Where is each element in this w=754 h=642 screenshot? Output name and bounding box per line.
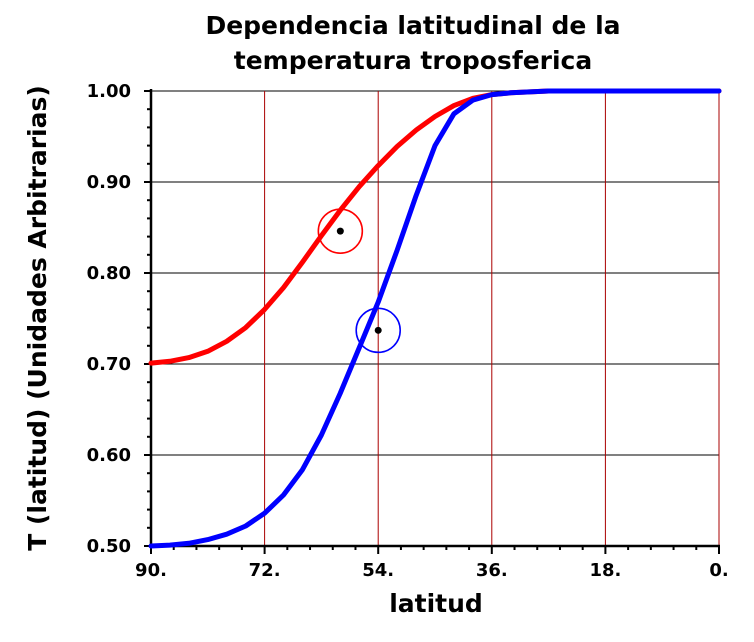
y-tick-label: 0.80 bbox=[87, 263, 131, 284]
series-line bbox=[148, 88, 722, 366]
marker-circle bbox=[317, 208, 364, 254]
series-group bbox=[148, 88, 722, 549]
y-tick-label: 0.90 bbox=[87, 172, 131, 193]
chart-title-line-2: temperatura troposferica bbox=[234, 46, 592, 75]
tick-labels: 0.50 0.60 0.70 0.80 0.90 1.00 90. 72. 54. 36. 18. 0… bbox=[87, 81, 729, 581]
x-tick-label: 54. bbox=[362, 560, 394, 581]
x-tick-label: 0. bbox=[709, 560, 728, 581]
x-tick-label: 36. bbox=[476, 560, 508, 581]
y-axis-label: T (latitud) (Unidades Arbitrarias) bbox=[23, 85, 52, 551]
grid bbox=[151, 90, 720, 546]
marker-circle bbox=[355, 307, 402, 354]
series-line bbox=[148, 88, 722, 549]
marker-point bbox=[336, 227, 344, 235]
y-tick-label: 1.00 bbox=[87, 81, 131, 102]
chart-title-line-1: Dependencia latitudinal de la bbox=[205, 11, 620, 40]
x-axis-label: latitud bbox=[389, 589, 483, 618]
x-tick-label: 90. bbox=[135, 560, 167, 581]
marker-point bbox=[374, 326, 382, 334]
y-tick-label: 0.60 bbox=[87, 445, 131, 466]
x-tick-label: 18. bbox=[589, 560, 621, 581]
y-tick-label: 0.50 bbox=[87, 536, 131, 557]
x-tick-label: 72. bbox=[249, 560, 281, 581]
y-tick-label: 0.70 bbox=[87, 354, 131, 375]
